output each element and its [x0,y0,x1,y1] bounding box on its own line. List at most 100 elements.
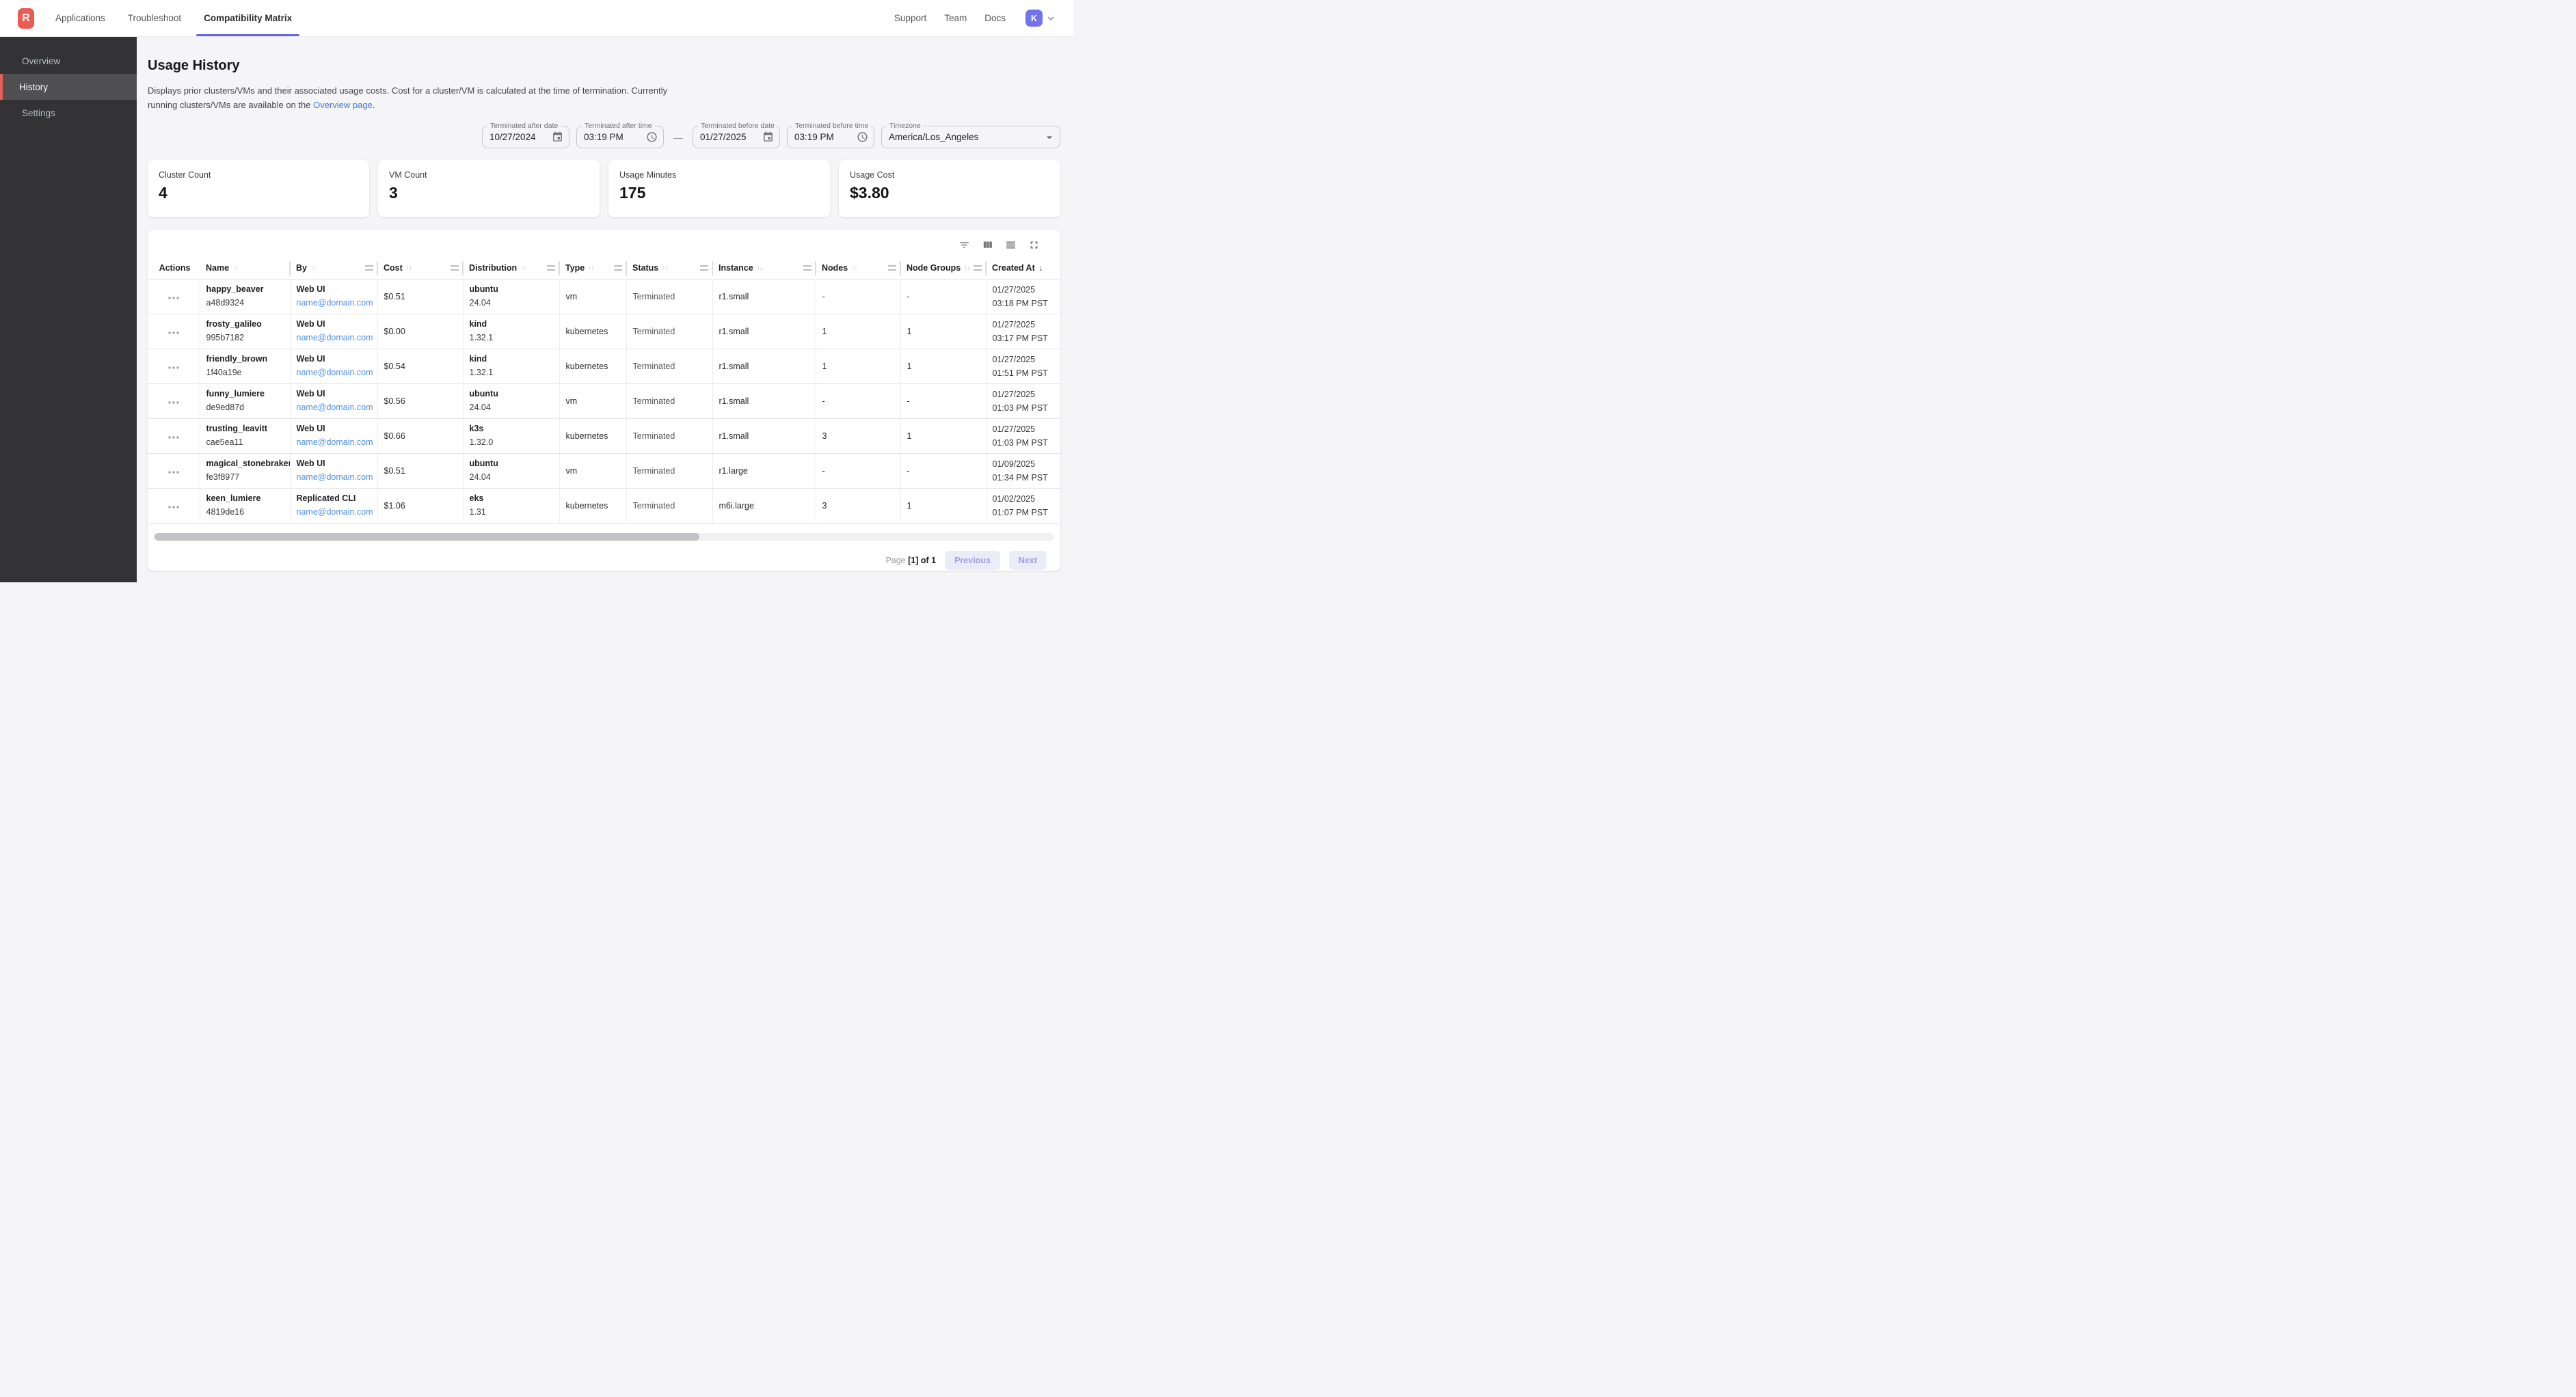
calendar-icon[interactable] [762,131,774,143]
sort-icon: ↑↓ [405,264,412,272]
horizontal-scrollbar-thumb[interactable] [155,532,699,541]
cost-cell: $0.00 [377,314,464,349]
pagination: Page [1] of 1 Previous Next [148,541,1060,570]
row-actions-menu-icon[interactable] [168,296,179,299]
usage-history-table-card: Actions Name ↑↓ By ↑↓ Cost ↑↓ Distribution ↑… [148,230,1060,571]
replicated-logo[interactable]: R [18,8,34,29]
column-header-name[interactable]: Name ↑↓ [200,258,290,280]
sidebar-item-history[interactable]: History [0,74,137,100]
column-resize-handle[interactable] [614,265,622,271]
distribution-cell: eks 1.31 [463,488,560,524]
row-actions-menu-icon[interactable] [168,435,179,439]
status-cell: Terminated [626,453,713,489]
fullscreen-icon[interactable] [1028,239,1040,251]
distribution-cell: ubuntu 24.04 [463,279,560,314]
nodes-cell: 3 [816,488,901,524]
column-header-cost[interactable]: Cost ↑↓ [377,258,463,280]
email-link[interactable]: name@domain.com [296,368,373,377]
field-label: Terminated after time [582,122,655,131]
nodes-cell: - [816,279,901,314]
previous-page-button[interactable]: Previous [945,550,1000,570]
actions-cell [148,488,200,524]
status-cell: Terminated [626,488,713,524]
calendar-icon[interactable] [552,131,563,143]
terminated-before-date-field[interactable]: Terminated before date 01/27/2025 [693,122,780,148]
column-resize-handle[interactable] [365,265,373,271]
column-resize-handle[interactable] [974,265,982,271]
created-at-cell: 01/27/2025 01:51 PM PST [986,349,1060,384]
sort-icon: ↑↓ [520,264,526,272]
next-page-button[interactable]: Next [1008,550,1047,570]
terminated-after-date-field[interactable]: Terminated after date 10/27/2024 [482,122,569,148]
stat-label: VM Count [389,170,427,180]
row-actions-menu-icon[interactable] [168,470,179,474]
column-header-type[interactable]: Type ↑↓ [559,258,626,280]
nav-item-compatibility-matrix[interactable]: Compatibility Matrix [196,0,300,36]
by-cell: Web UI name@domain.com [290,279,378,314]
column-header-instance[interactable]: Instance ↑↓ [712,258,816,280]
cost-cell: $0.51 [377,453,464,489]
name-cell: happy_beaver a48d9324 [200,279,291,314]
status-cell: Terminated [626,383,713,419]
field-label: Timezone [887,122,924,131]
nav-item-support[interactable]: Support [894,13,927,23]
column-resize-handle[interactable] [700,265,708,271]
row-actions-menu-icon[interactable] [168,331,179,334]
email-link[interactable]: name@domain.com [296,437,373,447]
name-cell: keen_lumiere 4819de16 [200,488,291,524]
email-link[interactable]: name@domain.com [296,298,373,308]
status-cell: Terminated [626,314,713,349]
sidebar-item-overview[interactable]: Overview [22,55,61,66]
sort-icon: ↑↓ [588,264,594,272]
avatar[interactable]: K [1025,10,1043,27]
clock-icon[interactable] [646,131,658,143]
column-resize-handle[interactable] [547,265,555,271]
nav-item-troubleshoot[interactable]: Troubleshoot [127,13,182,23]
stat-value: $3.80 [850,184,889,202]
column-header-status[interactable]: Status ↑↓ [626,258,712,280]
timezone-select[interactable]: Timezone America/Los_Angeles [881,122,1060,148]
column-header-created-at[interactable]: Created At ↓ [985,258,1060,280]
email-link[interactable]: name@domain.com [296,507,373,517]
column-resize-handle[interactable] [888,265,896,271]
column-resize-handle[interactable] [451,265,459,271]
email-link[interactable]: name@domain.com [296,403,373,412]
actions-cell [148,383,200,419]
table-row: happy_beaver a48d9324 Web UI name@domain.c… [148,279,1060,314]
created-at-cell: 01/27/2025 01:03 PM PST [986,418,1060,454]
column-header-by[interactable]: By ↑↓ [289,258,377,280]
email-link[interactable]: name@domain.com [296,333,373,342]
distribution-cell: kind 1.32.1 [463,314,560,349]
sort-icon: ↑↓ [310,264,317,272]
nodes-cell: 1 [816,349,901,384]
filter-icon[interactable] [958,239,970,251]
field-label: Terminated before time [792,122,872,131]
column-header-distribution[interactable]: Distribution ↑↓ [462,258,559,280]
column-header-nodes[interactable]: Nodes ↑↓ [815,258,900,280]
name-cell: magical_stonebraker fe3f8977 [200,453,291,489]
email-link[interactable]: name@domain.com [296,472,373,482]
chevron-down-icon[interactable] [1045,12,1057,25]
nav-item-applications[interactable]: Applications [55,13,105,23]
nav-item-team[interactable]: Team [944,13,967,23]
node-groups-cell: 1 [900,488,987,524]
row-actions-menu-icon[interactable] [168,505,179,508]
sidebar-item-settings[interactable]: Settings [22,107,55,118]
field-label: Terminated before date [698,122,777,131]
type-cell: vm [559,453,627,489]
overview-page-link[interactable]: Overview page [313,100,373,110]
density-icon[interactable] [1005,239,1017,251]
columns-icon[interactable] [982,239,993,251]
terminated-before-time-field[interactable]: Terminated before time 03:19 PM [787,122,874,148]
dropdown-arrow-icon[interactable] [1043,131,1056,144]
created-at-cell: 01/02/2025 01:07 PM PST [986,488,1060,524]
nav-item-docs[interactable]: Docs [984,13,1006,23]
row-actions-menu-icon[interactable] [168,401,179,404]
column-resize-handle[interactable] [803,265,811,271]
terminated-after-time-field[interactable]: Terminated after time 03:19 PM [576,122,664,148]
column-header-node-groups[interactable]: Node Groups ↑↓ [900,258,986,280]
clock-icon[interactable] [857,131,868,143]
table-toolbar [148,230,1060,258]
stat-card-vm-count: VM Count 3 [378,160,600,217]
row-actions-menu-icon[interactable] [168,366,179,369]
